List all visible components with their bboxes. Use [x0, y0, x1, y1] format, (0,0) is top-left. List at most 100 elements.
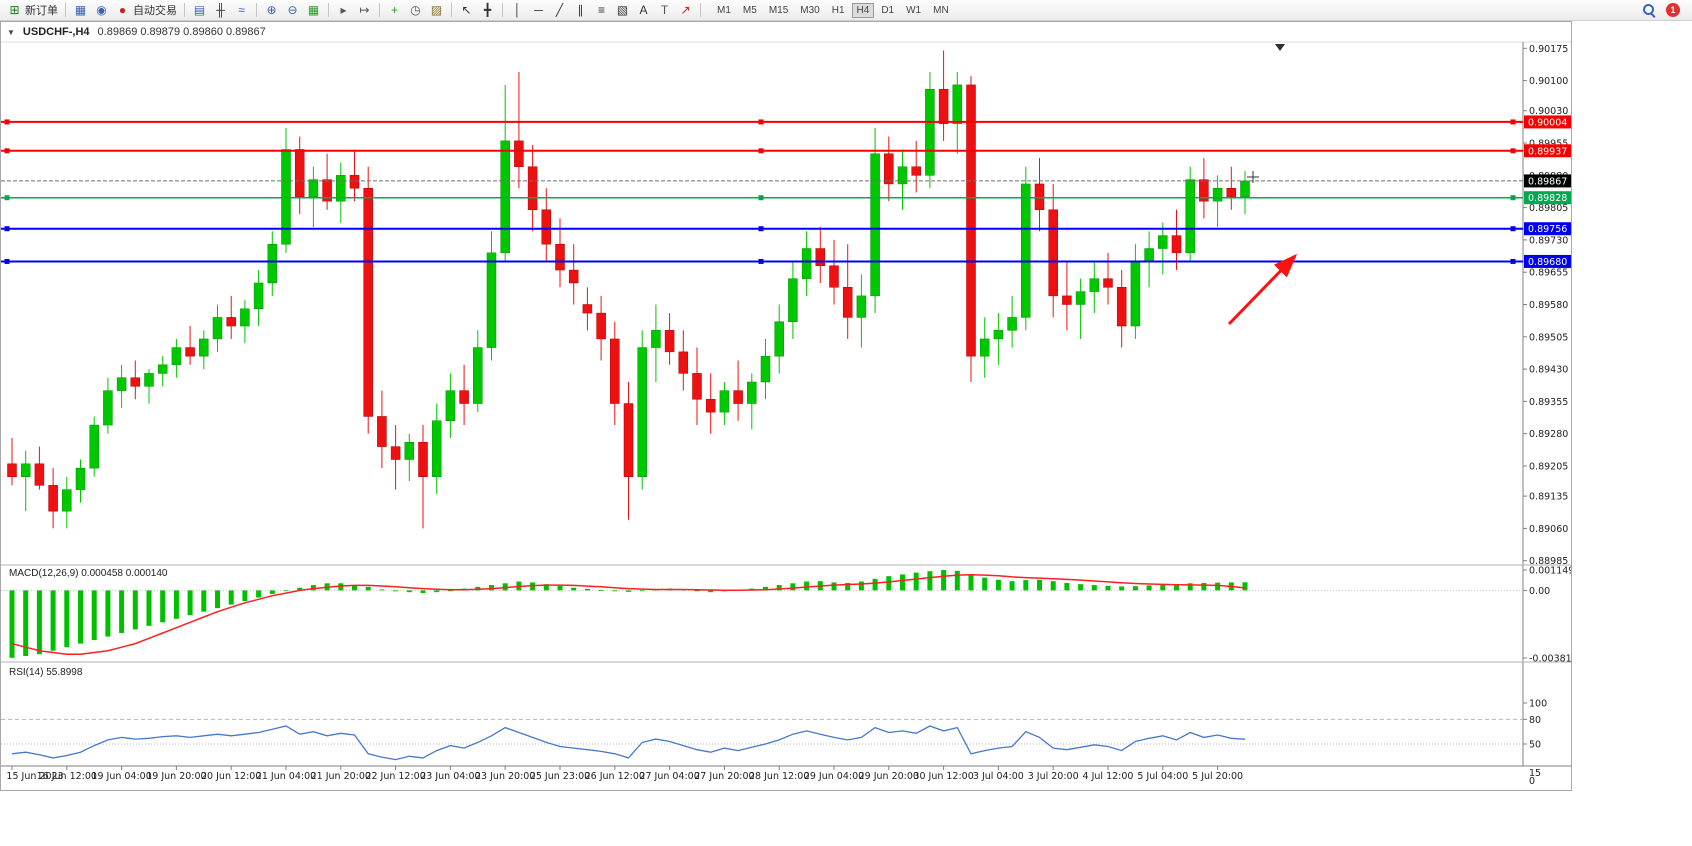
- candle-body: [774, 321, 784, 357]
- line-handle[interactable]: [4, 148, 10, 154]
- chart-windows-button[interactable]: ▦: [70, 2, 91, 19]
- timeframe-m30-button[interactable]: M30: [800, 4, 820, 16]
- candle-body: [171, 347, 182, 366]
- chart-shift-triangle[interactable]: [1275, 44, 1285, 51]
- candle-body: [267, 243, 278, 284]
- templates-button[interactable]: ▨: [426, 2, 447, 19]
- trend-arrow-annotation[interactable]: [1227, 253, 1298, 326]
- crosshair-button[interactable]: ╋: [477, 2, 498, 19]
- price-tick-label: 0.90175: [1529, 44, 1568, 55]
- macd-histogram-bar: [1091, 585, 1097, 591]
- chart-title: USDCHF-,H4: [22, 26, 90, 38]
- macd-histogram-bar: [763, 586, 768, 591]
- line-chart-button[interactable]: ≈: [231, 2, 252, 19]
- autotrade-button[interactable]: ● 自动交易: [112, 1, 180, 19]
- line-handle[interactable]: [4, 195, 10, 201]
- macd-histogram-bar: [132, 590, 138, 630]
- line-handle[interactable]: [4, 119, 10, 125]
- candle-body: [116, 377, 127, 391]
- candle-body: [760, 355, 771, 383]
- line-handle[interactable]: [1510, 119, 1516, 125]
- zoom-in-button[interactable]: ⊕: [261, 2, 282, 19]
- line-handle[interactable]: [1510, 258, 1516, 264]
- timeframe-mn-button[interactable]: MN: [933, 4, 949, 16]
- macd-histogram-bar: [91, 590, 97, 641]
- trendline-button[interactable]: ╱: [549, 2, 570, 19]
- label-button[interactable]: T: [654, 2, 675, 19]
- collapse-chart-icon[interactable]: ▼: [7, 27, 15, 37]
- candle-body: [911, 166, 921, 176]
- line-handle[interactable]: [758, 258, 764, 264]
- macd-histogram-bar: [36, 590, 42, 655]
- community-button[interactable]: ◉: [91, 2, 112, 19]
- chart-shift-button[interactable]: ↦: [354, 2, 375, 19]
- candlestick-button[interactable]: ╫: [210, 2, 231, 19]
- macd-histogram-bar: [584, 588, 590, 591]
- line-handle[interactable]: [758, 148, 764, 154]
- line-handle[interactable]: [1510, 226, 1516, 232]
- periods-icon: ◷: [410, 2, 421, 17]
- shapes-button[interactable]: ▧: [612, 2, 633, 19]
- timeframe-w1-button[interactable]: W1: [906, 4, 922, 16]
- macd-histogram-bar: [941, 569, 947, 591]
- candle-body: [897, 166, 908, 185]
- channel-button[interactable]: ∥: [570, 2, 591, 19]
- line-handle[interactable]: [1510, 148, 1516, 154]
- candle-body: [692, 373, 702, 400]
- candle-body: [938, 88, 949, 124]
- timeframe-h1-button[interactable]: H1: [831, 4, 845, 16]
- candle-body: [473, 347, 483, 404]
- macd-histogram-bar: [954, 570, 960, 591]
- hline-objects[interactable]: [1, 119, 1523, 264]
- line-handle[interactable]: [758, 195, 764, 201]
- timeframe-m1-button[interactable]: M1: [717, 4, 731, 16]
- candle-body: [705, 398, 716, 413]
- macd-histogram-bar: [530, 582, 536, 591]
- line-handle[interactable]: [4, 226, 10, 232]
- text-button[interactable]: A: [633, 2, 654, 19]
- zoom-out-button[interactable]: ⊖: [282, 2, 303, 19]
- bar-chart-button[interactable]: ▤: [189, 2, 210, 19]
- vertical-line-button[interactable]: │: [507, 2, 528, 19]
- macd-histogram-bar: [804, 581, 810, 591]
- cursor-button[interactable]: ↖: [456, 2, 477, 19]
- candle-body: [404, 442, 415, 460]
- macd-panel: 0.001149 0.00 -0.00381: [1, 566, 1571, 665]
- toolbar-separator: [700, 3, 701, 17]
- horizontal-line-button[interactable]: ─: [528, 2, 549, 19]
- line-handle[interactable]: [758, 119, 764, 125]
- line-handle[interactable]: [758, 226, 764, 232]
- tile-windows-button[interactable]: ▦: [303, 2, 324, 19]
- macd-histogram-bar: [50, 590, 56, 651]
- time-tick-label: 23 Jun 20:00: [475, 771, 535, 782]
- candle-body: [185, 347, 195, 357]
- chart-canvas[interactable]: 0.901750.901000.900300.899550.898800.898…: [1, 22, 1571, 790]
- indicators-button[interactable]: +: [384, 2, 405, 19]
- fibonacci-button[interactable]: ≡: [591, 2, 612, 19]
- search-icon[interactable]: [1643, 3, 1656, 17]
- cursor-icon: ↖: [461, 2, 472, 17]
- candle-body: [34, 463, 45, 486]
- arrows-button[interactable]: ↗: [675, 2, 696, 19]
- notification-badge[interactable]: 1: [1666, 3, 1680, 17]
- macd-histogram-bar: [900, 574, 905, 591]
- candle-body: [1021, 183, 1031, 318]
- new-order-button[interactable]: ⊞ 新订单: [4, 1, 61, 19]
- candle-body: [1048, 209, 1058, 297]
- price-tick-label: 0.89060: [1529, 524, 1568, 535]
- periods-button[interactable]: ◷: [405, 2, 426, 19]
- rsi-tick-label: 80: [1529, 715, 1541, 726]
- line-handle[interactable]: [1510, 195, 1516, 201]
- candle-body: [568, 269, 579, 284]
- auto-scroll-button[interactable]: ▸: [333, 2, 354, 19]
- timeframe-m5-button[interactable]: M5: [742, 4, 757, 16]
- timeframe-h4-button[interactable]: H4: [851, 2, 875, 18]
- toolbar-separator: [184, 3, 185, 17]
- candle-body: [75, 467, 86, 490]
- candle-body: [610, 338, 620, 404]
- line-handle[interactable]: [4, 258, 10, 264]
- timeframe-m15-button[interactable]: M15: [768, 4, 789, 16]
- macd-histogram-bar: [78, 590, 83, 644]
- timeframe-d1-button[interactable]: D1: [881, 4, 895, 16]
